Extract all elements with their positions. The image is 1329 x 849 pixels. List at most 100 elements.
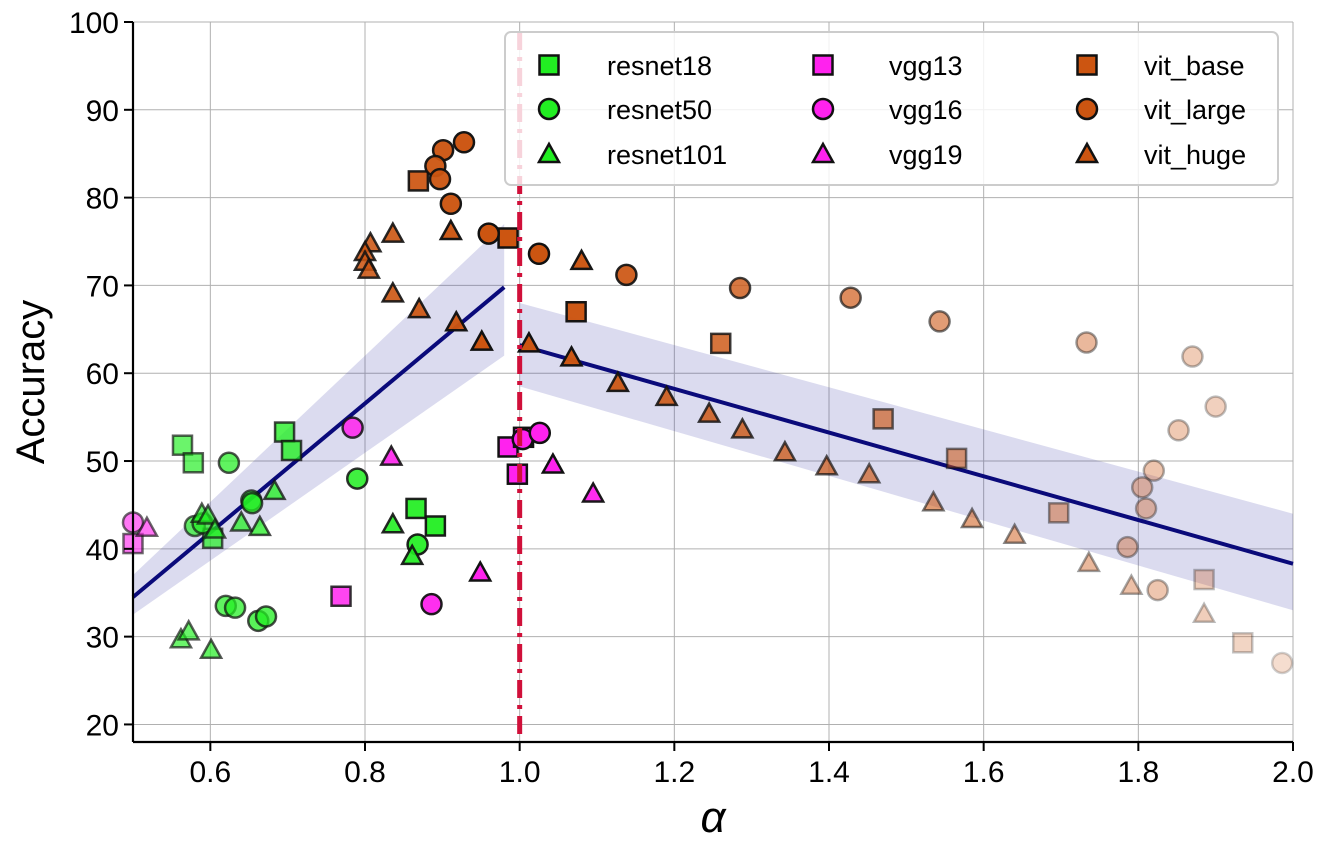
resnet101-point <box>262 478 287 501</box>
vgg13-point <box>330 585 352 607</box>
y-tick-label: 60 <box>86 358 119 391</box>
vit_huge-point <box>516 330 542 353</box>
vit_huge-point <box>1119 573 1144 595</box>
legend-marker-vgg13 <box>812 54 834 76</box>
resnet18-point <box>405 497 427 520</box>
legend-marker-vit_huge <box>1074 141 1100 164</box>
resnet101-point <box>247 514 272 537</box>
legend: resnet18 resnet50 resnet101 vgg13 vgg16 vgg19… <box>504 31 1279 186</box>
resnet101-point <box>202 516 228 539</box>
resnet18-point <box>273 421 296 443</box>
x-tick-label: 1.0 <box>499 756 541 789</box>
vit_large-point <box>1167 419 1190 442</box>
vit_huge-point <box>438 218 463 241</box>
vit_huge-point <box>1076 550 1101 573</box>
vit_huge-point <box>1002 522 1027 545</box>
legend-label-resnet50: resnet50 <box>607 95 712 125</box>
vit_huge-point <box>407 296 432 319</box>
vit_huge-point <box>605 370 631 393</box>
resnet18-point <box>182 452 205 474</box>
vgg16-point <box>420 592 443 616</box>
x-tick-label: 2.0 <box>1272 756 1314 789</box>
vit_huge-point <box>697 401 722 423</box>
vgg19-point <box>468 559 493 582</box>
legend-label-resnet101: resnet101 <box>607 140 727 170</box>
resnet101-point <box>380 511 405 534</box>
data-points <box>121 131 1294 675</box>
resnet50-point <box>217 451 241 475</box>
vit_large-point <box>615 263 638 287</box>
y-tick-label: 90 <box>86 95 119 128</box>
vit_base-point <box>1231 632 1254 654</box>
vit_huge-point <box>959 506 985 529</box>
confidence-bands <box>133 223 1293 615</box>
vgg19-point <box>581 480 606 503</box>
legend-marker-resnet18 <box>538 54 560 76</box>
vgg19-point <box>540 451 566 474</box>
x-tick-label: 1.8 <box>1117 756 1159 789</box>
vit_huge-point <box>921 489 946 512</box>
vgg16-point <box>528 421 552 445</box>
y-tick-label: 20 <box>86 709 119 742</box>
resnet18-point <box>171 434 194 456</box>
resnet101-point <box>198 637 224 660</box>
resnet18-point <box>424 515 447 537</box>
legend-marker-vgg19 <box>810 141 836 164</box>
vit_base-point <box>407 170 430 192</box>
legend-label-vgg16: vgg16 <box>889 95 963 125</box>
vit_large-point <box>1204 395 1227 418</box>
legend-label-vit_base: vit_base <box>1144 51 1245 81</box>
x-tick-label: 1.4 <box>808 756 850 789</box>
y-axis-title: Accuracy <box>9 300 53 465</box>
vit_huge-point <box>1191 601 1217 624</box>
legend-marker-vgg16 <box>811 97 835 121</box>
vgg16-point <box>341 416 364 439</box>
resnet101-point <box>195 502 221 525</box>
regression-lines <box>131 285 1294 599</box>
vit_base-point <box>709 332 732 355</box>
legend-marker-vit_base <box>1076 54 1098 76</box>
vit_huge-point <box>814 453 839 476</box>
vgg19-point <box>134 515 160 538</box>
legend-label-vgg19: vgg19 <box>889 140 963 170</box>
legend-label-resnet18: resnet18 <box>607 51 712 81</box>
legend-marker-vit_large <box>1075 97 1099 121</box>
vit_large-point <box>527 242 551 266</box>
vit_huge-point <box>469 329 494 351</box>
vit_base-point <box>1047 502 1070 524</box>
vit_large-point <box>428 167 452 191</box>
vit_huge-point <box>569 248 594 271</box>
y-tick-label: 80 <box>86 183 119 216</box>
x-tick-label: 0.6 <box>189 756 231 789</box>
x-tick-label: 1.2 <box>653 756 695 789</box>
vit_large-point <box>928 310 951 333</box>
vit_large-point <box>1270 651 1294 675</box>
resnet50-point <box>223 596 247 619</box>
vit_huge-point <box>730 416 755 439</box>
vit_large-point <box>477 222 500 245</box>
vit_large-point <box>839 286 862 309</box>
resnet50-point <box>240 491 264 515</box>
y-tick-label: 30 <box>86 622 119 655</box>
vit_large-point <box>1116 535 1139 559</box>
vit_large-point <box>728 276 752 300</box>
vit_huge-point <box>380 221 405 243</box>
vit_base-point <box>565 301 587 323</box>
legend-label-vit_large: vit_large <box>1144 95 1246 125</box>
vit_huge-point <box>356 257 381 279</box>
vit_large-point <box>452 131 476 154</box>
legend-label-vit_huge: vit_huge <box>1144 140 1246 170</box>
vit_huge-point <box>380 280 405 303</box>
legend-marker-resnet101 <box>536 141 562 164</box>
vit_huge-point <box>444 309 469 332</box>
x-tick-label: 1.6 <box>963 756 1005 789</box>
resnet101-point <box>229 509 254 532</box>
vit_base-point <box>1193 568 1215 591</box>
vit_base-point <box>872 408 894 430</box>
resnet50-point <box>254 605 278 628</box>
y-tick-label: 100 <box>69 7 119 40</box>
y-tick-label: 50 <box>86 446 119 479</box>
legend-marker-resnet50 <box>537 97 561 121</box>
resnet101-point <box>400 543 425 566</box>
